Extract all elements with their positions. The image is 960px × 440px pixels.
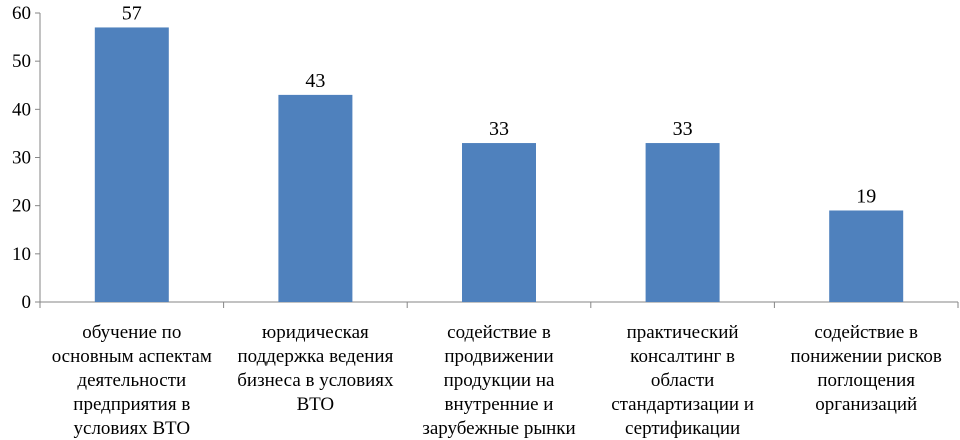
data-label: 33 (489, 118, 509, 140)
category-label-line: продукции на (444, 370, 555, 391)
y-tick-label: 20 (12, 196, 31, 217)
category-label-line: поглощения (817, 370, 915, 391)
y-tick-label: 50 (12, 51, 31, 72)
x-axis (39, 301, 959, 308)
category-label: юридическая поддержка ведения бизнеса в ус… (237, 322, 394, 415)
category-label: обучение по основным аспектам деятельности… (52, 322, 212, 439)
category-label-line: обучение по (82, 322, 181, 343)
data-label: 57 (122, 2, 142, 24)
category-label-line: содействие в (814, 322, 918, 343)
data-label: 43 (305, 70, 325, 92)
bar (462, 143, 536, 302)
category-label-line: зарубежные рынки (422, 418, 575, 439)
category-label-line: бизнеса в условиях (237, 370, 394, 391)
category-label-line: консалтинг в (630, 346, 735, 367)
category-label-line: содействие в (447, 322, 551, 343)
category-label-line: стандартизации и (611, 394, 754, 415)
category-label-line: практический (627, 322, 739, 343)
y-tick-label: 60 (12, 3, 31, 24)
category-label: практический консалтинг в области стандарти… (611, 322, 754, 439)
category-label-line: юридическая (262, 322, 369, 343)
category-labels: обучение по основным аспектам деятельности… (52, 322, 942, 439)
category-label-line: ВТО (297, 394, 335, 415)
category-label-line: продвижении (444, 346, 553, 367)
category-label-line: организаций (815, 394, 917, 415)
category-label-line: условиях ВТО (74, 418, 191, 439)
bars (94, 27, 904, 302)
y-tick-label: 0 (22, 292, 32, 313)
y-tick-label: 40 (12, 99, 31, 120)
category-label: содействие в понижении рисков поглощения ор… (790, 322, 941, 415)
y-tick-label: 10 (12, 244, 31, 265)
data-label: 19 (856, 185, 876, 207)
bar (829, 210, 904, 302)
category-label: содействие в продвижении продукции на внутр… (422, 322, 575, 439)
category-label-line: деятельности (77, 370, 186, 391)
category-label-line: внутренние и (445, 394, 554, 415)
category-label-line: понижении рисков (790, 346, 941, 367)
y-tick-label: 30 (12, 148, 31, 169)
data-label: 33 (673, 118, 693, 140)
y-axis: 0 10 20 30 40 50 60 (12, 3, 41, 313)
category-label-line: области (651, 370, 715, 391)
bar (278, 94, 353, 302)
category-label-line: сертификации (625, 418, 740, 439)
category-label-line: предприятия в (73, 394, 190, 415)
category-label-line: основным аспектам (52, 346, 212, 367)
category-label-line: поддержка ведения (237, 346, 393, 367)
data-labels: 57 43 33 33 19 (122, 2, 876, 207)
bar (94, 27, 169, 302)
bar (645, 143, 720, 302)
